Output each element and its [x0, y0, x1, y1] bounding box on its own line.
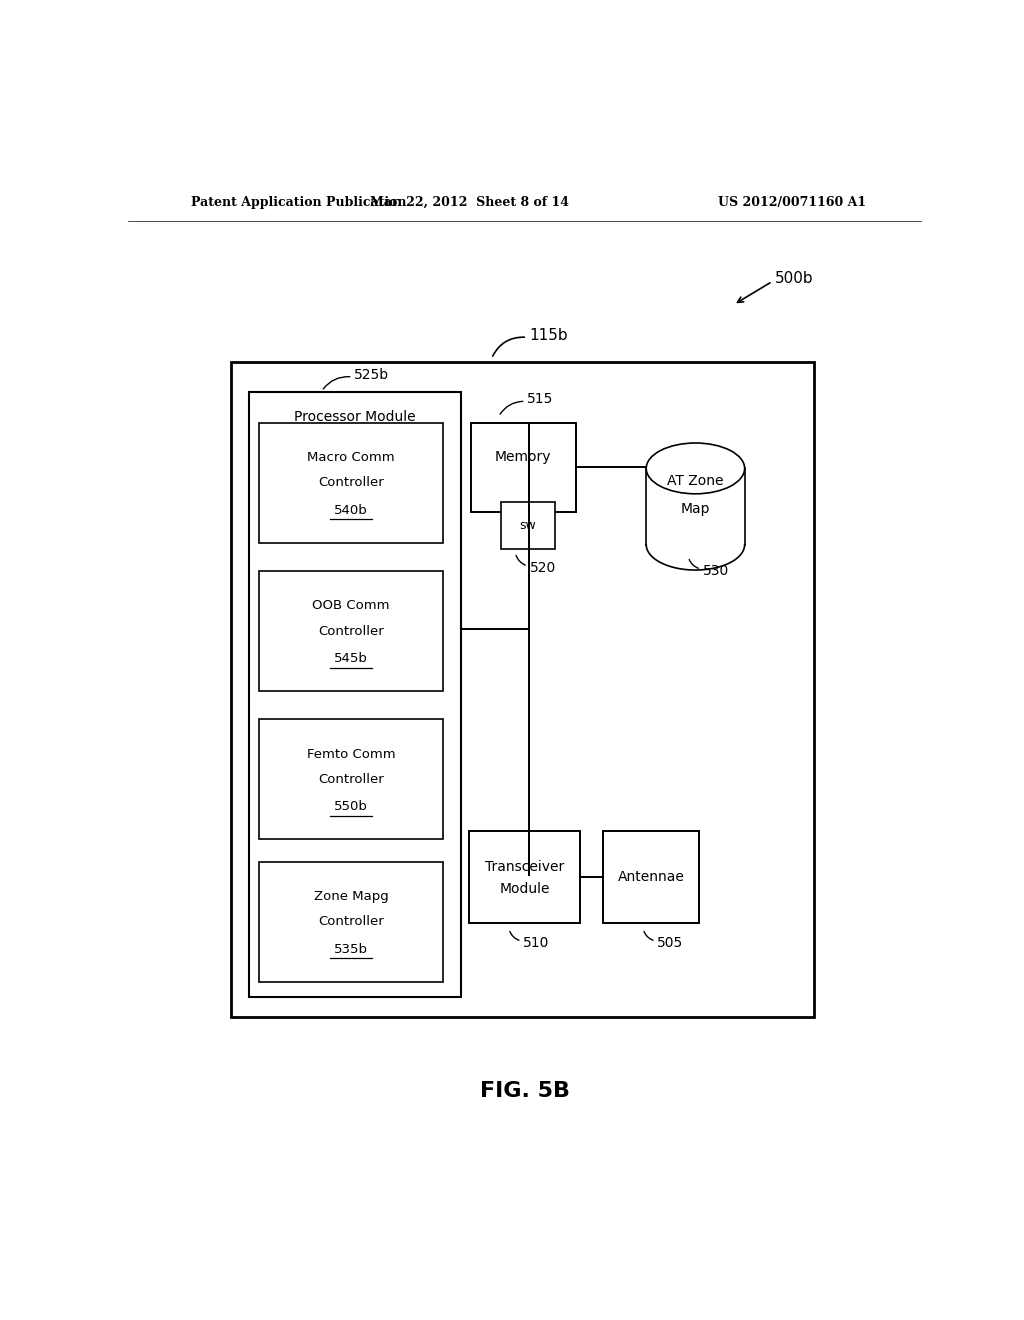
FancyBboxPatch shape	[259, 862, 443, 982]
Text: Processor Module: Processor Module	[294, 411, 416, 425]
Text: 525b: 525b	[354, 368, 389, 381]
Text: 505: 505	[657, 936, 684, 950]
Text: Patent Application Publication: Patent Application Publication	[191, 195, 407, 209]
FancyBboxPatch shape	[501, 502, 555, 549]
FancyBboxPatch shape	[259, 719, 443, 840]
Text: OOB Comm: OOB Comm	[312, 599, 390, 612]
Text: 520: 520	[529, 561, 556, 576]
Text: 500b: 500b	[775, 271, 813, 286]
Text: 515: 515	[527, 392, 554, 407]
Text: Transceiver: Transceiver	[485, 859, 564, 874]
Text: AT Zone: AT Zone	[668, 474, 724, 487]
Text: 545b: 545b	[334, 652, 368, 665]
Text: Map: Map	[681, 502, 711, 516]
FancyBboxPatch shape	[249, 392, 462, 997]
Text: 530: 530	[702, 564, 729, 578]
Text: US 2012/0071160 A1: US 2012/0071160 A1	[718, 195, 866, 209]
Text: 510: 510	[523, 936, 550, 950]
FancyBboxPatch shape	[231, 362, 814, 1018]
Text: sw: sw	[519, 519, 537, 532]
Text: Mar. 22, 2012  Sheet 8 of 14: Mar. 22, 2012 Sheet 8 of 14	[370, 195, 568, 209]
Text: Controller: Controller	[318, 774, 384, 785]
Text: Module: Module	[500, 882, 550, 896]
Text: Antennae: Antennae	[617, 870, 684, 884]
FancyBboxPatch shape	[469, 832, 581, 923]
Text: FIG. 5B: FIG. 5B	[480, 1081, 569, 1101]
FancyBboxPatch shape	[471, 422, 575, 512]
Text: Macro Comm: Macro Comm	[307, 450, 395, 463]
Text: Femto Comm: Femto Comm	[307, 747, 395, 760]
Text: 540b: 540b	[334, 503, 368, 516]
FancyBboxPatch shape	[259, 572, 443, 690]
FancyBboxPatch shape	[259, 422, 443, 543]
Ellipse shape	[646, 444, 744, 494]
Text: Controller: Controller	[318, 624, 384, 638]
Text: 550b: 550b	[334, 800, 368, 813]
Text: Controller: Controller	[318, 477, 384, 490]
Text: Controller: Controller	[318, 915, 384, 928]
Text: 535b: 535b	[334, 942, 368, 956]
Text: Zone Mapg: Zone Mapg	[313, 890, 388, 903]
Text: Memory: Memory	[495, 450, 552, 465]
Text: 115b: 115b	[529, 327, 568, 343]
FancyBboxPatch shape	[602, 832, 699, 923]
